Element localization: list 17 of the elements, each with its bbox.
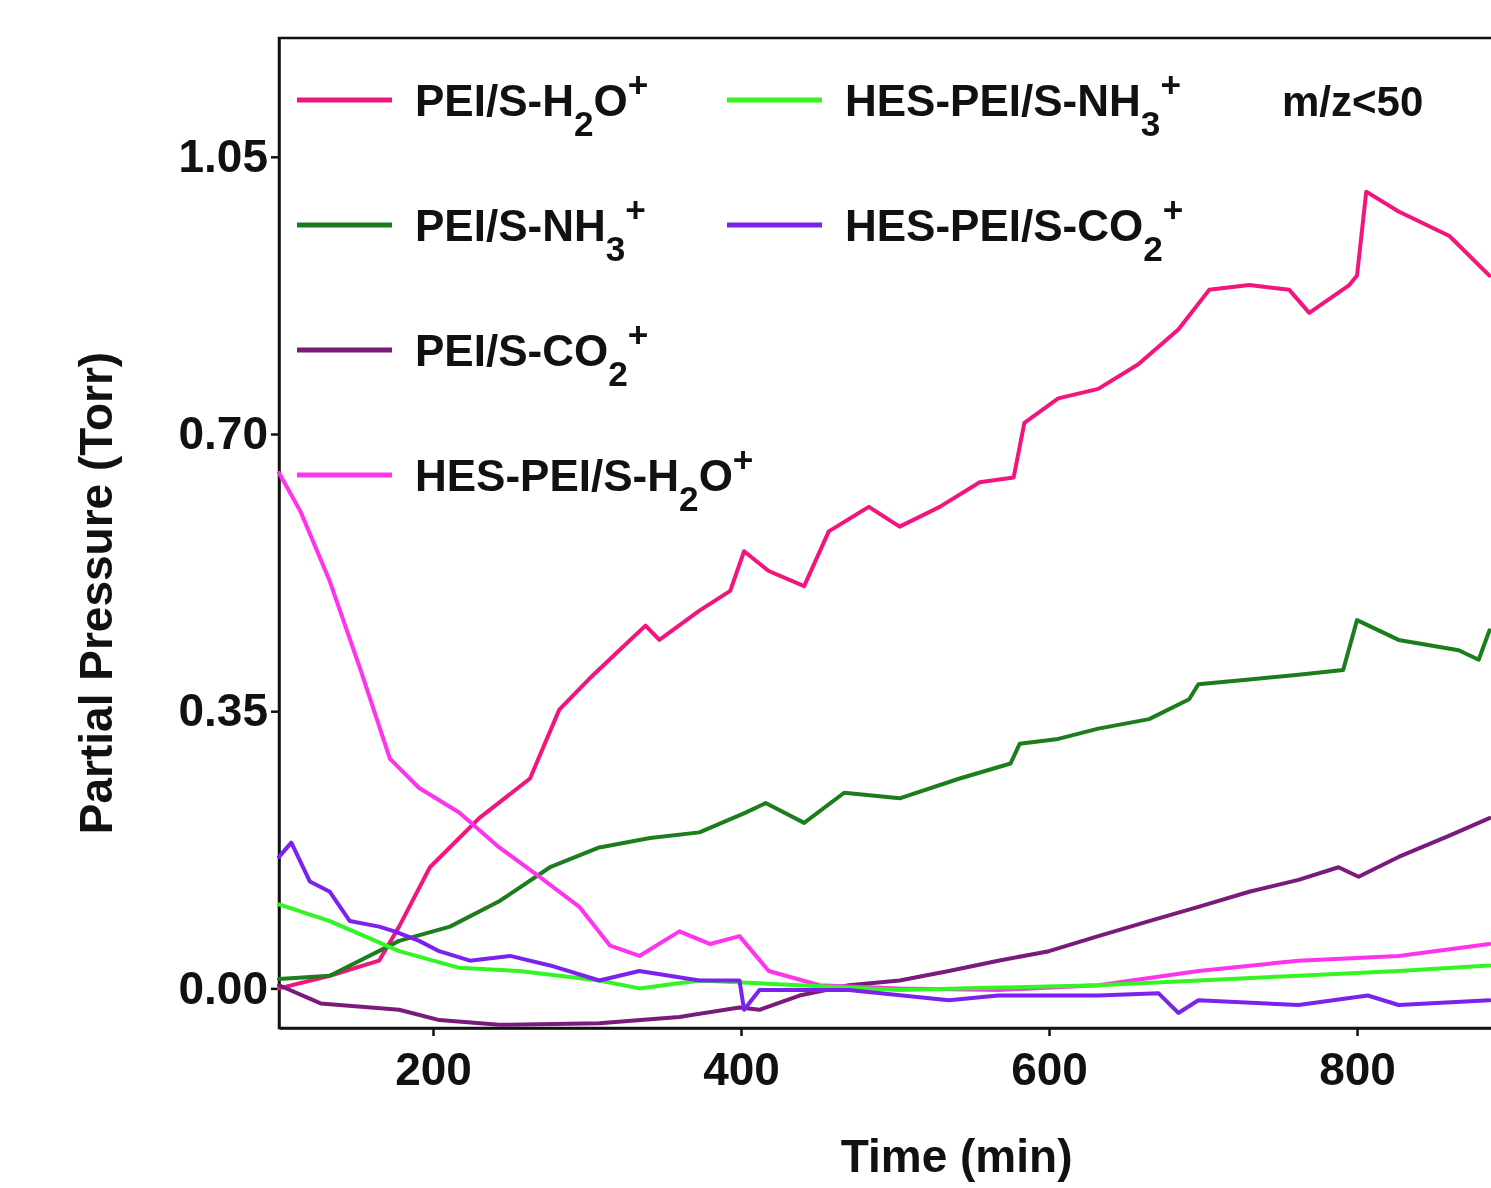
y-tick-label: 0.70 <box>178 407 268 460</box>
x-tick-label: 800 <box>1319 1043 1396 1095</box>
line-series <box>277 902 1491 992</box>
y-tick-label: 0.35 <box>178 684 268 737</box>
x-tick-label: 400 <box>703 1043 780 1095</box>
legend-label: HES-PEI/S-H$_{2}$O$^{+}$ <box>415 439 754 518</box>
x-axis-title: Time (min) <box>840 1130 1073 1182</box>
annotation: m/z<50 <box>1282 78 1424 125</box>
line-series <box>277 618 1491 981</box>
y-tick-label: 0.00 <box>178 961 268 1014</box>
line-series <box>277 840 1491 1015</box>
x-tick-label: 600 <box>1011 1043 1088 1095</box>
x-tick-label: 200 <box>395 1043 472 1095</box>
y-tick-label: 1.05 <box>178 130 268 183</box>
legend-label: PEI/S-H$_{2}$O$^{+}$ <box>415 64 649 143</box>
y-axis-title: Partial Pressure (Torr) <box>70 351 122 835</box>
line-series <box>277 189 1491 991</box>
